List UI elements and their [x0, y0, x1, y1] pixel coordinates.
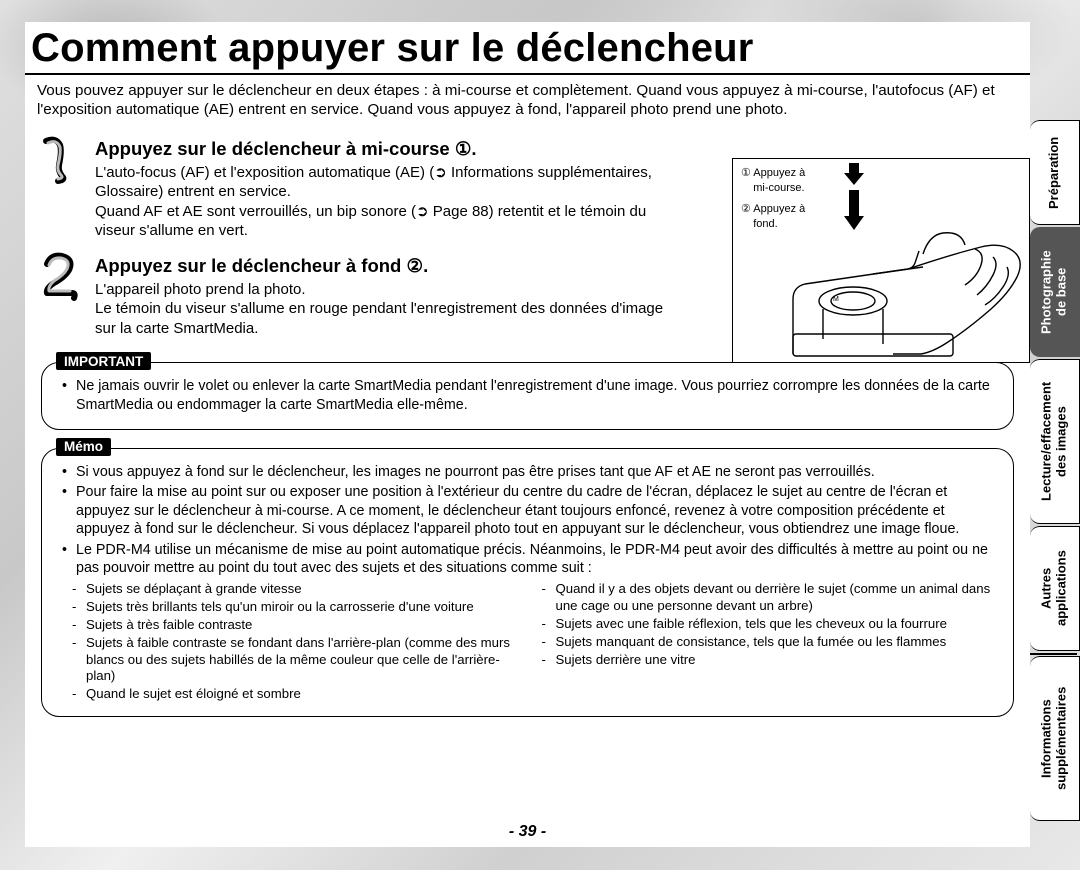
important-callout: IMPORTANT Ne jamais ouvrir le volet ou e… [41, 362, 1014, 429]
side-tabs: Préparation Photographie de base Lecture… [1030, 120, 1080, 850]
memo-left-b: Sujets très brillants tels qu'un miroir … [72, 599, 524, 616]
memo-left-d: Sujets à faible contraste se fondant dan… [72, 635, 524, 686]
step-1-heading: Appuyez sur le déclencheur à mi-course ①… [95, 138, 1018, 160]
memo-list: Si vous appuyez à fond sur le déclencheu… [62, 463, 993, 578]
memo-item-3: Le PDR-M4 utilise un mécanisme de mise a… [62, 541, 993, 578]
memo-subcol-right: Quand il y a des objets devant ou derriè… [542, 581, 994, 704]
important-item: Ne jamais ouvrir le volet ou enlever la … [62, 377, 993, 414]
tab-informations-supp[interactable]: Informations supplémentaires [1030, 656, 1080, 821]
svg-text:M: M [833, 296, 839, 303]
camera-illustration: ① Appuyez à mi-course. ② Appuyez à fond. [732, 158, 1030, 363]
step-1-number-icon [37, 134, 85, 186]
memo-right-b: Sujets avec une faible réflexion, tels q… [542, 616, 994, 633]
memo-subcol-left: Sujets se déplaçant à grande vitesse Suj… [72, 581, 524, 704]
memo-left-a: Sujets se déplaçant à grande vitesse [72, 581, 524, 598]
page-title: Comment appuyer sur le déclencheur [25, 22, 1030, 75]
memo-left-e: Quand le sujet est éloigné et sombre [72, 686, 524, 703]
memo-left-c: Sujets à très faible contraste [72, 617, 524, 634]
step-2-number-icon [37, 251, 85, 303]
tab-photographie-base[interactable]: Photographie de base [1030, 227, 1080, 357]
important-label: IMPORTANT [56, 352, 151, 370]
step-1-body: L'auto-focus (AF) et l'exposition automa… [95, 163, 675, 241]
content-area: Comment appuyer sur le déclencheur Vous … [25, 22, 1030, 847]
tab-preparation[interactable]: Préparation [1030, 120, 1080, 225]
manual-page: Comment appuyer sur le déclencheur Vous … [0, 0, 1080, 870]
step-2-body: L'appareil photo prend la photo. Le témo… [95, 280, 675, 339]
page-number: - 39 - [25, 823, 1030, 841]
memo-item-1: Si vous appuyez à fond sur le déclencheu… [62, 463, 993, 482]
tab-autres-applications[interactable]: Autres applications [1030, 526, 1080, 651]
memo-callout: Mémo Si vous appuyez à fond sur le décle… [41, 448, 1014, 718]
memo-right-a: Quand il y a des objets devant ou derriè… [542, 581, 994, 615]
memo-label: Mémo [56, 438, 111, 456]
memo-right-d: Sujets derrière une vitre [542, 652, 994, 669]
tab-lecture-effacement[interactable]: Lecture/effacement des images [1030, 359, 1080, 524]
memo-item-2: Pour faire la mise au point sur ou expos… [62, 483, 993, 539]
intro-text: Vous pouvez appuyer sur le déclencheur e… [25, 75, 1030, 124]
memo-right-c: Sujets manquant de consistance, tels que… [542, 634, 994, 651]
camera-lineart-icon: M [733, 159, 1031, 364]
important-list: Ne jamais ouvrir le volet ou enlever la … [62, 377, 993, 414]
memo-subcolumns: Sujets se déplaçant à grande vitesse Suj… [62, 581, 993, 704]
